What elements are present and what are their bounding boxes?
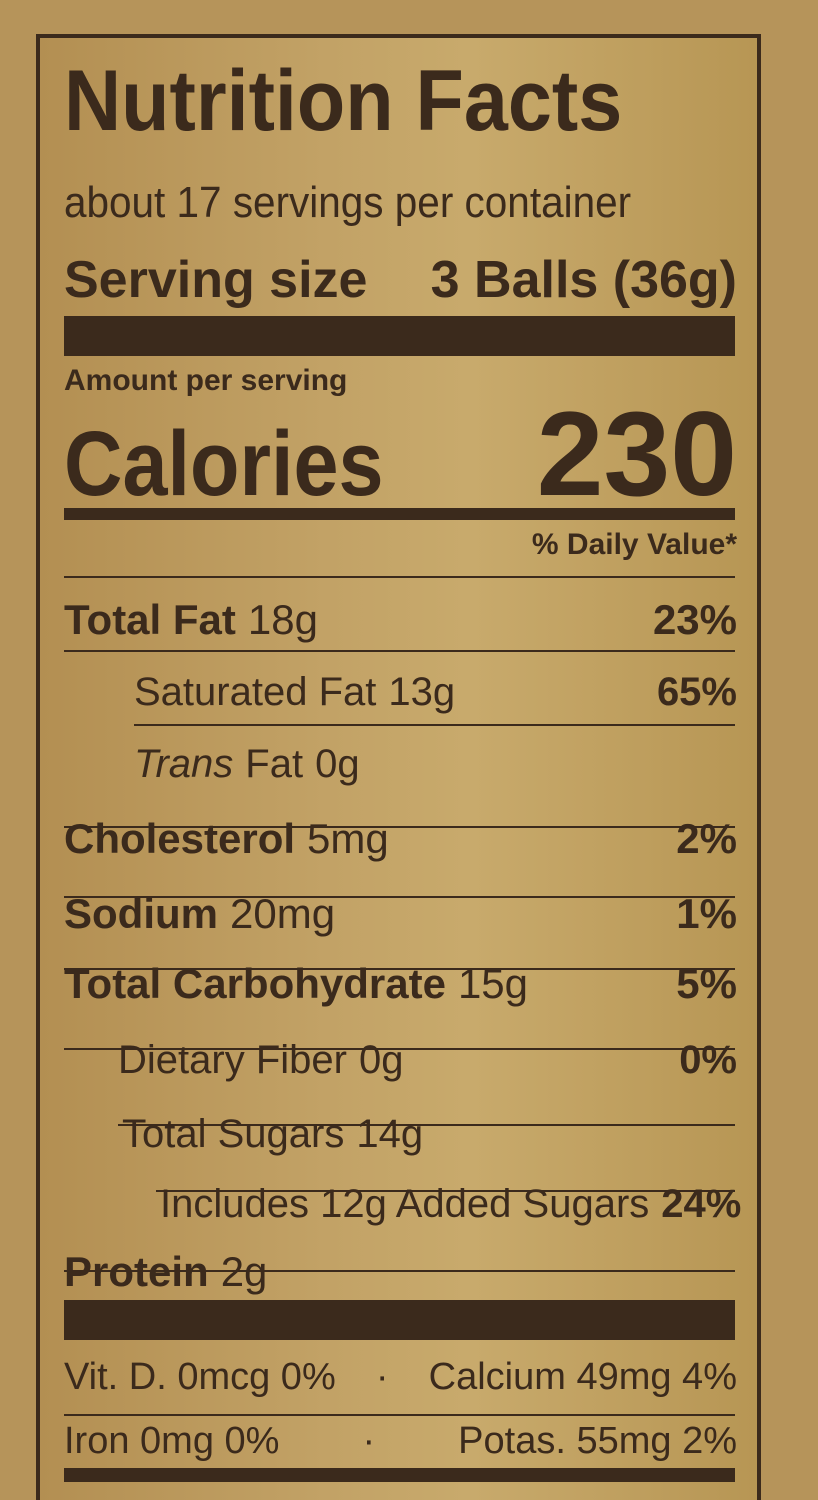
nutrient-name-suffix: Fat xyxy=(245,742,304,786)
rule xyxy=(64,1414,735,1416)
serving-size-value: 3 Balls (36g) xyxy=(430,251,737,309)
nutrient-amount: 18g xyxy=(247,596,318,643)
nutrient-amount: 2g xyxy=(220,1248,268,1295)
nutrient-row-dietary-fiber: Dietary Fiber 0g 0% xyxy=(64,1038,737,1083)
nutrition-facts-label: Nutrition Facts about 17 servings per co… xyxy=(36,34,761,1500)
vitamin-row-1: Vit. D. 0mcg 0% · Calcium 49mg 4% xyxy=(64,1356,737,1399)
rule xyxy=(64,1270,735,1272)
nutrient-row-total-fat: Total Fat 18g 23% xyxy=(64,596,737,644)
serving-size-label: Serving size xyxy=(64,251,368,309)
vitamin-row-2: Iron 0mg 0% · Potas. 55mg 2% xyxy=(64,1420,737,1463)
rule xyxy=(156,1190,735,1192)
nutrient-name: Cholesterol xyxy=(64,815,296,862)
vitamin-left: Iron 0mg 0% xyxy=(64,1420,280,1462)
nutrient-name: Protein xyxy=(64,1248,209,1295)
nutrient-name: Trans xyxy=(134,742,234,786)
rule xyxy=(64,968,735,970)
nutrient-amount: 13g xyxy=(388,670,456,714)
rule xyxy=(134,724,735,726)
nutrient-name: Dietary Fiber xyxy=(118,1038,347,1082)
separator-dot: · xyxy=(375,1356,389,1398)
thick-divider-2 xyxy=(64,1300,735,1340)
nutrient-amount: 14g xyxy=(356,1112,424,1156)
nutrient-dv: 23% xyxy=(652,596,737,643)
nutrient-row-sodium: Sodium 20mg 1% xyxy=(64,890,737,938)
nutrient-name: Total Carbohydrate xyxy=(64,960,446,1007)
rule xyxy=(64,1048,735,1050)
nutrient-dv: 24% xyxy=(661,1182,742,1226)
nutrient-amount: 5mg xyxy=(307,815,389,862)
nutrient-dv: 65% xyxy=(656,670,737,714)
nutrient-dv: 1% xyxy=(676,890,737,937)
nutrient-amount: 0g xyxy=(358,1038,404,1082)
rule xyxy=(64,826,735,828)
rule xyxy=(64,896,735,898)
nutrient-name: Saturated Fat xyxy=(134,670,377,714)
nutrient-name: Includes 12g Added Sugars xyxy=(160,1182,650,1226)
medium-divider xyxy=(64,508,735,520)
calories-value: 230 xyxy=(536,387,737,521)
vitamin-left: Vit. D. 0mcg 0% xyxy=(64,1356,336,1398)
separator-dot: · xyxy=(362,1420,376,1462)
nutrient-amount: 20mg xyxy=(230,890,336,937)
nutrient-name: Total Fat xyxy=(64,596,236,643)
vitamin-right: Potas. 55mg 2% xyxy=(458,1420,737,1462)
nutrient-amount: 0g xyxy=(315,742,360,786)
nutrient-row-added-sugars: Includes 12g Added Sugars 24% xyxy=(64,1182,741,1227)
nutrient-row-saturated-fat: Saturated Fat 13g 65% xyxy=(64,670,737,715)
rule xyxy=(64,576,735,578)
nutrient-row-total-sugars: Total Sugars 14g xyxy=(64,1112,737,1157)
nutrient-dv: 5% xyxy=(676,960,737,1007)
bottom-divider xyxy=(64,1468,735,1482)
nutrient-dv: 0% xyxy=(679,1038,737,1082)
nutrient-name: Sodium xyxy=(64,890,218,937)
nutrient-row-protein: Protein 2g xyxy=(64,1248,737,1296)
serving-size-row: Serving size 3 Balls (36g) xyxy=(64,250,737,310)
nutrient-amount: 15g xyxy=(457,960,529,1007)
rule xyxy=(64,650,735,652)
label-title: Nutrition Facts xyxy=(64,53,623,149)
servings-per-container: about 17 servings per container xyxy=(64,178,632,227)
calories-label: Calories xyxy=(64,413,384,515)
thick-divider-1 xyxy=(64,316,735,356)
daily-value-header: % Daily Value* xyxy=(531,528,737,561)
nutrient-dv: 2% xyxy=(676,815,737,862)
calories-row: Calories 230 xyxy=(64,394,737,517)
nutrient-row-total-carbohydrate: Total Carbohydrate 15g 5% xyxy=(64,960,737,1008)
nutrient-name: Total Sugars xyxy=(122,1112,345,1156)
amount-per-serving: Amount per serving xyxy=(64,364,348,397)
nutrient-row-trans-fat: Trans Fat 0g xyxy=(64,742,737,787)
rule xyxy=(118,1124,735,1126)
nutrient-row-cholesterol: Cholesterol 5mg 2% xyxy=(64,815,737,863)
vitamin-right: Calcium 49mg 4% xyxy=(428,1356,737,1398)
